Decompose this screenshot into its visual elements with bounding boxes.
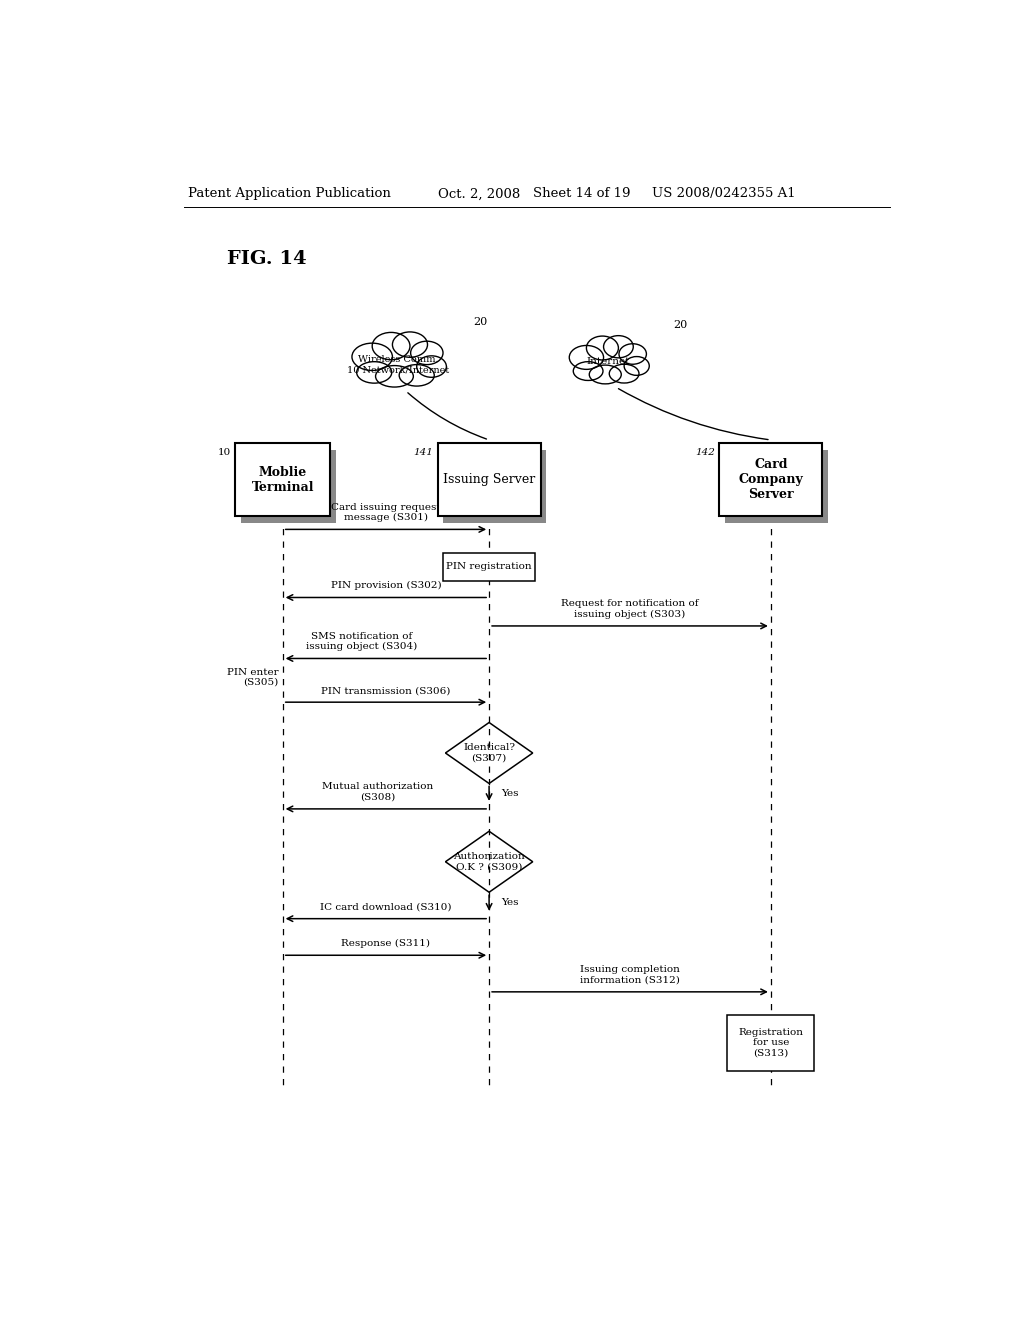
Text: Identical?
(S307): Identical? (S307) — [463, 743, 515, 763]
Ellipse shape — [618, 343, 646, 364]
Text: 141: 141 — [414, 447, 433, 457]
Ellipse shape — [417, 356, 446, 378]
Text: FIG. 14: FIG. 14 — [227, 249, 307, 268]
Text: Authorization
O.K ? (S309): Authorization O.K ? (S309) — [454, 851, 525, 871]
Text: Internet: Internet — [587, 358, 630, 366]
Text: 20: 20 — [473, 317, 487, 327]
Text: Sheet 14 of 19: Sheet 14 of 19 — [532, 187, 630, 201]
Ellipse shape — [399, 364, 434, 385]
Text: Patent Application Publication: Patent Application Publication — [187, 187, 390, 201]
Text: Request for notification of
issuing object (S303): Request for notification of issuing obje… — [561, 599, 698, 619]
Ellipse shape — [411, 341, 443, 364]
Text: 10: 10 — [218, 447, 231, 457]
Text: Card
Company
Server: Card Company Server — [738, 458, 803, 502]
FancyBboxPatch shape — [727, 1015, 814, 1071]
Ellipse shape — [603, 335, 633, 358]
Text: PIN provision (S302): PIN provision (S302) — [331, 581, 441, 590]
Ellipse shape — [609, 364, 639, 383]
Text: IC card download (S310): IC card download (S310) — [321, 903, 452, 912]
Ellipse shape — [352, 343, 392, 371]
FancyBboxPatch shape — [236, 444, 331, 516]
Ellipse shape — [573, 362, 603, 380]
Ellipse shape — [356, 362, 392, 383]
Ellipse shape — [376, 366, 414, 387]
FancyBboxPatch shape — [437, 444, 541, 516]
Text: Wireless Comm.
10 Network/Internet: Wireless Comm. 10 Network/Internet — [347, 355, 449, 375]
FancyBboxPatch shape — [719, 444, 822, 516]
Text: Yes: Yes — [501, 899, 518, 907]
Text: 20: 20 — [673, 321, 687, 330]
Text: Moblie
Terminal: Moblie Terminal — [252, 466, 314, 494]
FancyBboxPatch shape — [443, 450, 546, 523]
Text: PIN enter
(S305): PIN enter (S305) — [227, 668, 279, 686]
Text: Oct. 2, 2008: Oct. 2, 2008 — [437, 187, 520, 201]
Text: PIN transmission (S306): PIN transmission (S306) — [322, 686, 451, 696]
Ellipse shape — [392, 331, 427, 358]
Ellipse shape — [569, 346, 603, 370]
Text: Card issuing request
message (S301): Card issuing request message (S301) — [331, 503, 440, 523]
Text: Issuing Server: Issuing Server — [443, 473, 536, 486]
Ellipse shape — [372, 333, 410, 360]
Text: Registration
for use
(S313): Registration for use (S313) — [738, 1028, 803, 1057]
Ellipse shape — [579, 350, 638, 378]
FancyBboxPatch shape — [443, 553, 535, 581]
Text: PIN registration: PIN registration — [446, 562, 531, 572]
Ellipse shape — [362, 348, 433, 380]
Ellipse shape — [589, 366, 622, 384]
Text: 142: 142 — [695, 447, 716, 457]
Text: Response (S311): Response (S311) — [341, 939, 430, 948]
Ellipse shape — [587, 337, 618, 360]
Text: SMS notification of
issuing object (S304): SMS notification of issuing object (S304… — [306, 632, 418, 651]
Text: Mutual authorization
(S308): Mutual authorization (S308) — [323, 783, 433, 801]
Text: Issuing completion
information (S312): Issuing completion information (S312) — [580, 965, 680, 985]
FancyBboxPatch shape — [725, 450, 828, 523]
Text: Yes: Yes — [501, 789, 518, 799]
Text: US 2008/0242355 A1: US 2008/0242355 A1 — [652, 187, 796, 201]
FancyBboxPatch shape — [241, 450, 336, 523]
Ellipse shape — [624, 356, 649, 375]
